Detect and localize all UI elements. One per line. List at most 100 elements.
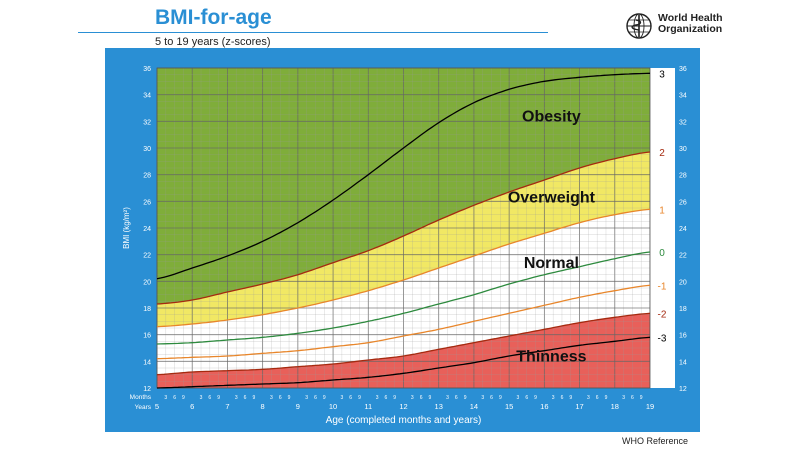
zone-label-obesity: Obesity [522, 108, 581, 125]
series-label-2: 2 [659, 148, 665, 159]
month-tick-label: 3 [164, 395, 167, 401]
y-tick-label-left: 36 [143, 66, 151, 73]
month-tick-label: 3 [411, 395, 414, 401]
month-tick-label: 9 [288, 395, 291, 401]
month-tick-label: 3 [235, 395, 238, 401]
y-tick-label-right: 18 [679, 306, 687, 313]
who-logo-line2: Organization [658, 23, 723, 35]
x-axis-title: Age (completed months and years) [326, 415, 482, 426]
x-tick-label: 16 [540, 402, 548, 411]
title-rule [78, 32, 548, 33]
y-tick-label-right: 30 [679, 146, 687, 153]
month-tick-label: 6 [596, 395, 599, 401]
y-tick-label-left: 12 [143, 386, 151, 393]
month-tick-label: 9 [182, 395, 185, 401]
y-tick-label-right: 24 [679, 226, 687, 233]
x-tick-label: 19 [646, 402, 654, 411]
y-tick-label-right: 34 [679, 93, 687, 100]
y-tick-label-left: 14 [143, 359, 151, 366]
chart-subtitle: 5 to 19 years (z-scores) [155, 36, 271, 48]
series-label-1: 1 [659, 205, 665, 216]
month-tick-label: 9 [217, 395, 220, 401]
month-tick-label: 6 [385, 395, 388, 401]
x-tick-label: 11 [364, 402, 372, 411]
month-tick-label: 3 [481, 395, 484, 401]
bmi-chart: 3210-1-2-3ObesityOverweightNormalThinnes… [105, 48, 700, 432]
x-tick-label: 7 [225, 402, 229, 411]
years-row-label: Years [135, 404, 152, 411]
series-label--3: -3 [658, 333, 667, 344]
series-line--1 [156, 284, 651, 360]
y-tick-label-left: 24 [143, 226, 151, 233]
series-label--2: -2 [658, 309, 667, 320]
chart-title: BMI-for-age [155, 6, 272, 29]
month-tick-label: 6 [561, 395, 564, 401]
month-tick-label: 9 [605, 395, 608, 401]
y-tick-label-left: 30 [143, 146, 151, 153]
month-tick-label: 6 [279, 395, 282, 401]
y-tick-label-right: 32 [679, 119, 687, 126]
month-tick-label: 9 [358, 395, 361, 401]
month-tick-label: 3 [200, 395, 203, 401]
months-row-label: Months [130, 394, 152, 401]
y-axis-title: BMI (kg/m²) [122, 207, 131, 249]
x-tick-label: 8 [261, 402, 265, 411]
x-tick-label: 15 [505, 402, 513, 411]
y-tick-label-left: 16 [143, 333, 151, 340]
month-tick-label: 3 [305, 395, 308, 401]
x-tick-label: 14 [470, 402, 478, 411]
x-tick-label: 18 [611, 402, 619, 411]
month-tick-label: 9 [429, 395, 432, 401]
month-tick-label: 9 [534, 395, 537, 401]
month-tick-label: 3 [622, 395, 625, 401]
series-line--3 [156, 336, 651, 389]
series-label--1: -1 [658, 281, 667, 292]
x-tick-label: 6 [190, 402, 194, 411]
zone-label-overweight: Overweight [508, 190, 596, 207]
y-tick-label-right: 36 [679, 66, 687, 73]
month-tick-label: 6 [244, 395, 247, 401]
who-logo-text: World Health Organization [658, 13, 723, 35]
month-tick-label: 9 [393, 395, 396, 401]
month-tick-label: 6 [208, 395, 211, 401]
series-line-0 [156, 251, 651, 345]
y-tick-label-right: 28 [679, 173, 687, 180]
month-tick-label: 3 [517, 395, 520, 401]
y-tick-label-left: 22 [143, 253, 151, 260]
y-tick-label-left: 20 [143, 279, 151, 286]
zone-label-normal: Normal [524, 255, 579, 272]
series-line--2 [156, 312, 651, 376]
month-tick-label: 9 [569, 395, 572, 401]
month-tick-label: 9 [323, 395, 326, 401]
month-tick-label: 9 [252, 395, 255, 401]
month-tick-label: 9 [464, 395, 467, 401]
y-tick-label-left: 18 [143, 306, 151, 313]
y-tick-label-right: 26 [679, 199, 687, 206]
y-tick-label-left: 28 [143, 173, 151, 180]
month-tick-label: 3 [270, 395, 273, 401]
right-label-strip [650, 68, 675, 388]
y-tick-label-left: 34 [143, 93, 151, 100]
y-tick-label-left: 32 [143, 119, 151, 126]
series-line-1 [156, 208, 651, 328]
zone-label-thinness: Thinness [516, 348, 586, 365]
series-line-2 [156, 151, 651, 305]
month-tick-label: 6 [314, 395, 317, 401]
y-tick-label-right: 14 [679, 359, 687, 366]
month-tick-label: 3 [376, 395, 379, 401]
y-tick-label-left: 26 [143, 199, 151, 206]
month-tick-label: 3 [552, 395, 555, 401]
x-tick-label: 5 [155, 402, 159, 411]
x-tick-label: 9 [296, 402, 300, 411]
x-tick-label: 13 [435, 402, 443, 411]
month-tick-label: 6 [420, 395, 423, 401]
series-label-0: 0 [659, 248, 665, 259]
y-tick-label-right: 16 [679, 333, 687, 340]
y-tick-label-right: 22 [679, 253, 687, 260]
month-tick-label: 9 [499, 395, 502, 401]
plot-border [156, 67, 651, 389]
month-tick-label: 3 [587, 395, 590, 401]
y-tick-label-right: 12 [679, 386, 687, 393]
month-tick-label: 3 [446, 395, 449, 401]
month-tick-label: 6 [455, 395, 458, 401]
